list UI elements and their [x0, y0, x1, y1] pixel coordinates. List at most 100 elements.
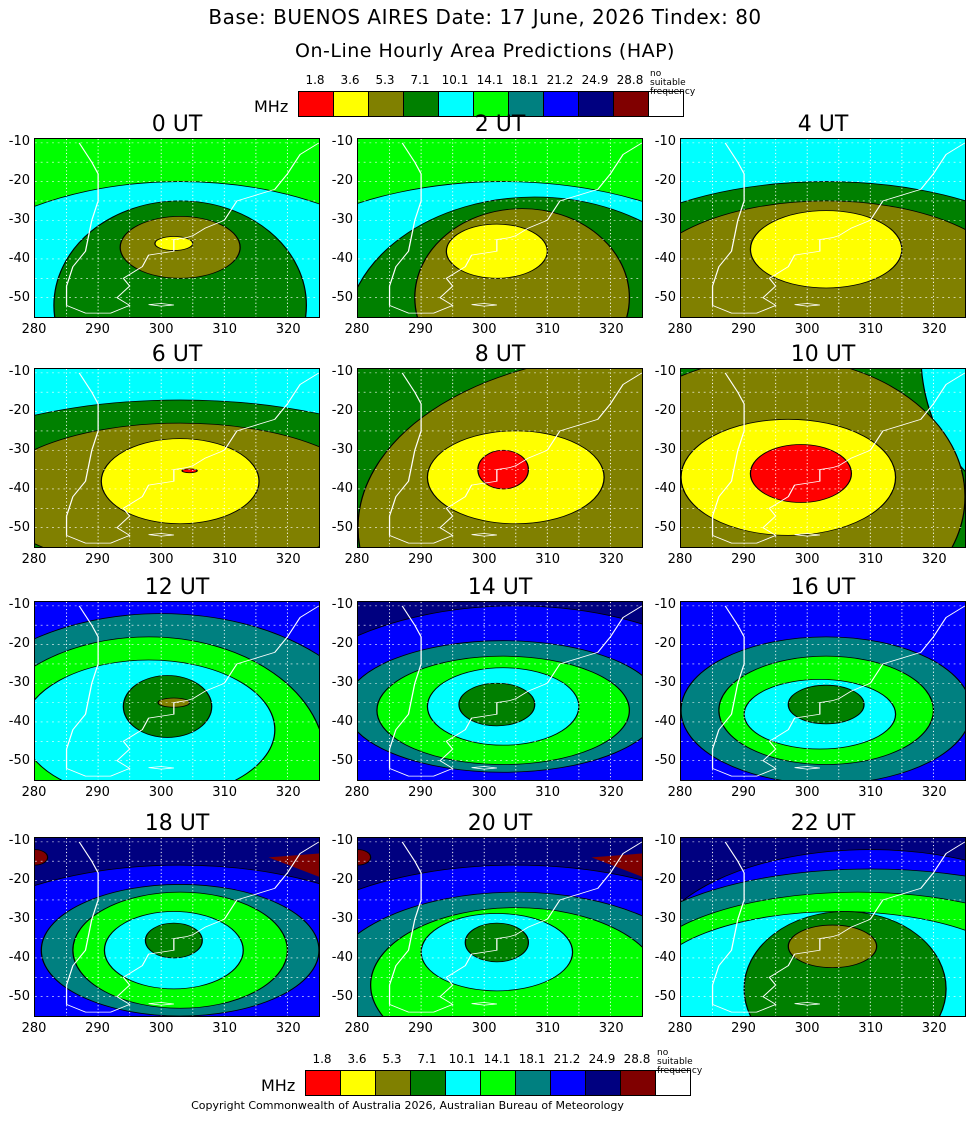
coastline — [388, 841, 642, 1013]
panel-title: 16 UT — [790, 575, 856, 600]
contour-map — [681, 602, 965, 780]
panel-title: 2 UT — [474, 112, 526, 137]
coastline — [711, 372, 965, 544]
x-tick-label: 280 — [21, 785, 47, 800]
y-tick-label: -50 — [331, 753, 353, 769]
y-tick-label: -10 — [8, 596, 30, 612]
x-tick-label: 310 — [212, 1021, 238, 1036]
contour-region-1.8 — [749, 444, 853, 503]
x-tick-label: 310 — [212, 322, 238, 337]
y-tick-label: -20 — [8, 173, 30, 189]
contour-region-28.8 — [35, 849, 49, 866]
legend-swatch — [516, 1071, 551, 1095]
x-tick-label: 290 — [408, 785, 433, 800]
y-tick-label: -30 — [331, 442, 353, 458]
contour-region-7.1 — [787, 684, 865, 725]
y-tick-label: -50 — [654, 520, 676, 536]
y-tick-label: -10 — [654, 596, 676, 612]
contour-region-28.8 — [358, 849, 372, 866]
legend-level-label: 10.1 — [441, 73, 469, 87]
legend-level-label: 5.3 — [375, 73, 395, 87]
y-tick-label: -30 — [654, 212, 676, 228]
coastline — [65, 841, 319, 1013]
x-tick-label: 310 — [535, 785, 561, 800]
legend-swatch — [439, 92, 474, 116]
y-tick-label: -40 — [331, 714, 353, 730]
legend-level-label: 10.1 — [448, 1052, 476, 1066]
x-tick-label: 300 — [794, 1021, 820, 1036]
x-tick-label: 310 — [858, 1021, 884, 1036]
coastline — [388, 605, 642, 777]
y-tick-label: -40 — [654, 950, 676, 966]
y-tick-label: -20 — [331, 173, 353, 189]
y-tick-label: -40 — [654, 714, 676, 730]
legend-level-label: 24.9 — [581, 73, 609, 87]
x-tick-label: 320 — [275, 552, 301, 567]
x-tick-label: 290 — [85, 322, 110, 337]
x-tick-label: 320 — [275, 1021, 301, 1036]
y-tick-label: -50 — [8, 989, 30, 1005]
x-tick-label: 290 — [85, 552, 110, 567]
copyright: Copyright Commonwealth of Australia 2026… — [191, 1099, 624, 1112]
x-tick-label: 320 — [921, 785, 947, 800]
x-tick-label: 290 — [85, 1021, 110, 1036]
coastline — [65, 372, 319, 544]
contour-map — [358, 369, 642, 547]
legend-swatch — [411, 1071, 446, 1095]
legend-swatch — [474, 92, 509, 116]
contour-map — [681, 139, 965, 317]
x-tick-label: 280 — [667, 552, 693, 567]
falkland-islands — [148, 303, 174, 307]
x-tick-label: 310 — [535, 322, 561, 337]
map-panel — [34, 368, 320, 548]
y-tick-label: -40 — [331, 481, 353, 497]
legend-swatch — [376, 1071, 411, 1095]
x-tick-label: 300 — [471, 785, 497, 800]
y-tick-label: -40 — [331, 950, 353, 966]
panel-title: 12 UT — [144, 575, 210, 600]
legend-level-label: 5.3 — [382, 1052, 402, 1066]
contour-map — [35, 369, 319, 547]
legend-swatch — [509, 92, 544, 116]
contour-map — [681, 838, 965, 1016]
y-tick-label: -30 — [8, 442, 30, 458]
y-tick-label: -30 — [654, 442, 676, 458]
x-tick-label: 300 — [148, 552, 174, 567]
y-tick-label: -20 — [654, 636, 676, 652]
legend-unit: MHz — [254, 97, 289, 116]
y-tick-label: -50 — [331, 290, 353, 306]
x-tick-label: 310 — [858, 552, 884, 567]
falkland-islands — [471, 766, 497, 770]
legend-level-label: 3.6 — [347, 1052, 367, 1066]
y-tick-label: -50 — [654, 989, 676, 1005]
legend-swatch — [656, 1071, 690, 1095]
panel-title: 10 UT — [790, 342, 856, 367]
x-tick-label: 300 — [794, 785, 820, 800]
coastline — [711, 841, 965, 1013]
map-panel — [680, 368, 966, 548]
panel-title: 6 UT — [151, 342, 203, 367]
legend-swatch — [306, 1071, 341, 1095]
legend-swatch — [621, 1071, 656, 1095]
legend-level-label: 7.1 — [417, 1052, 437, 1066]
legend-swatches — [298, 91, 684, 117]
map-panel — [357, 837, 643, 1017]
legend-swatch — [446, 1071, 481, 1095]
legend-level-label: 21.2 — [546, 73, 574, 87]
contour-region-28.8 — [268, 853, 319, 877]
x-tick-label: 290 — [408, 1021, 433, 1036]
y-tick-label: -20 — [331, 872, 353, 888]
legend-no-frequency-label: no suitable frequency — [657, 1049, 702, 1076]
y-tick-label: -30 — [8, 212, 30, 228]
legend-level-label: 18.1 — [511, 73, 539, 87]
contour-map — [681, 369, 965, 547]
contour-map — [35, 602, 319, 780]
y-tick-label: -30 — [654, 675, 676, 691]
contour-map — [358, 139, 642, 317]
falkland-islands — [148, 533, 174, 537]
x-tick-label: 320 — [598, 322, 624, 337]
y-tick-label: -30 — [331, 675, 353, 691]
x-tick-label: 320 — [921, 552, 947, 567]
legend-swatch — [299, 92, 334, 116]
map-panel — [357, 601, 643, 781]
